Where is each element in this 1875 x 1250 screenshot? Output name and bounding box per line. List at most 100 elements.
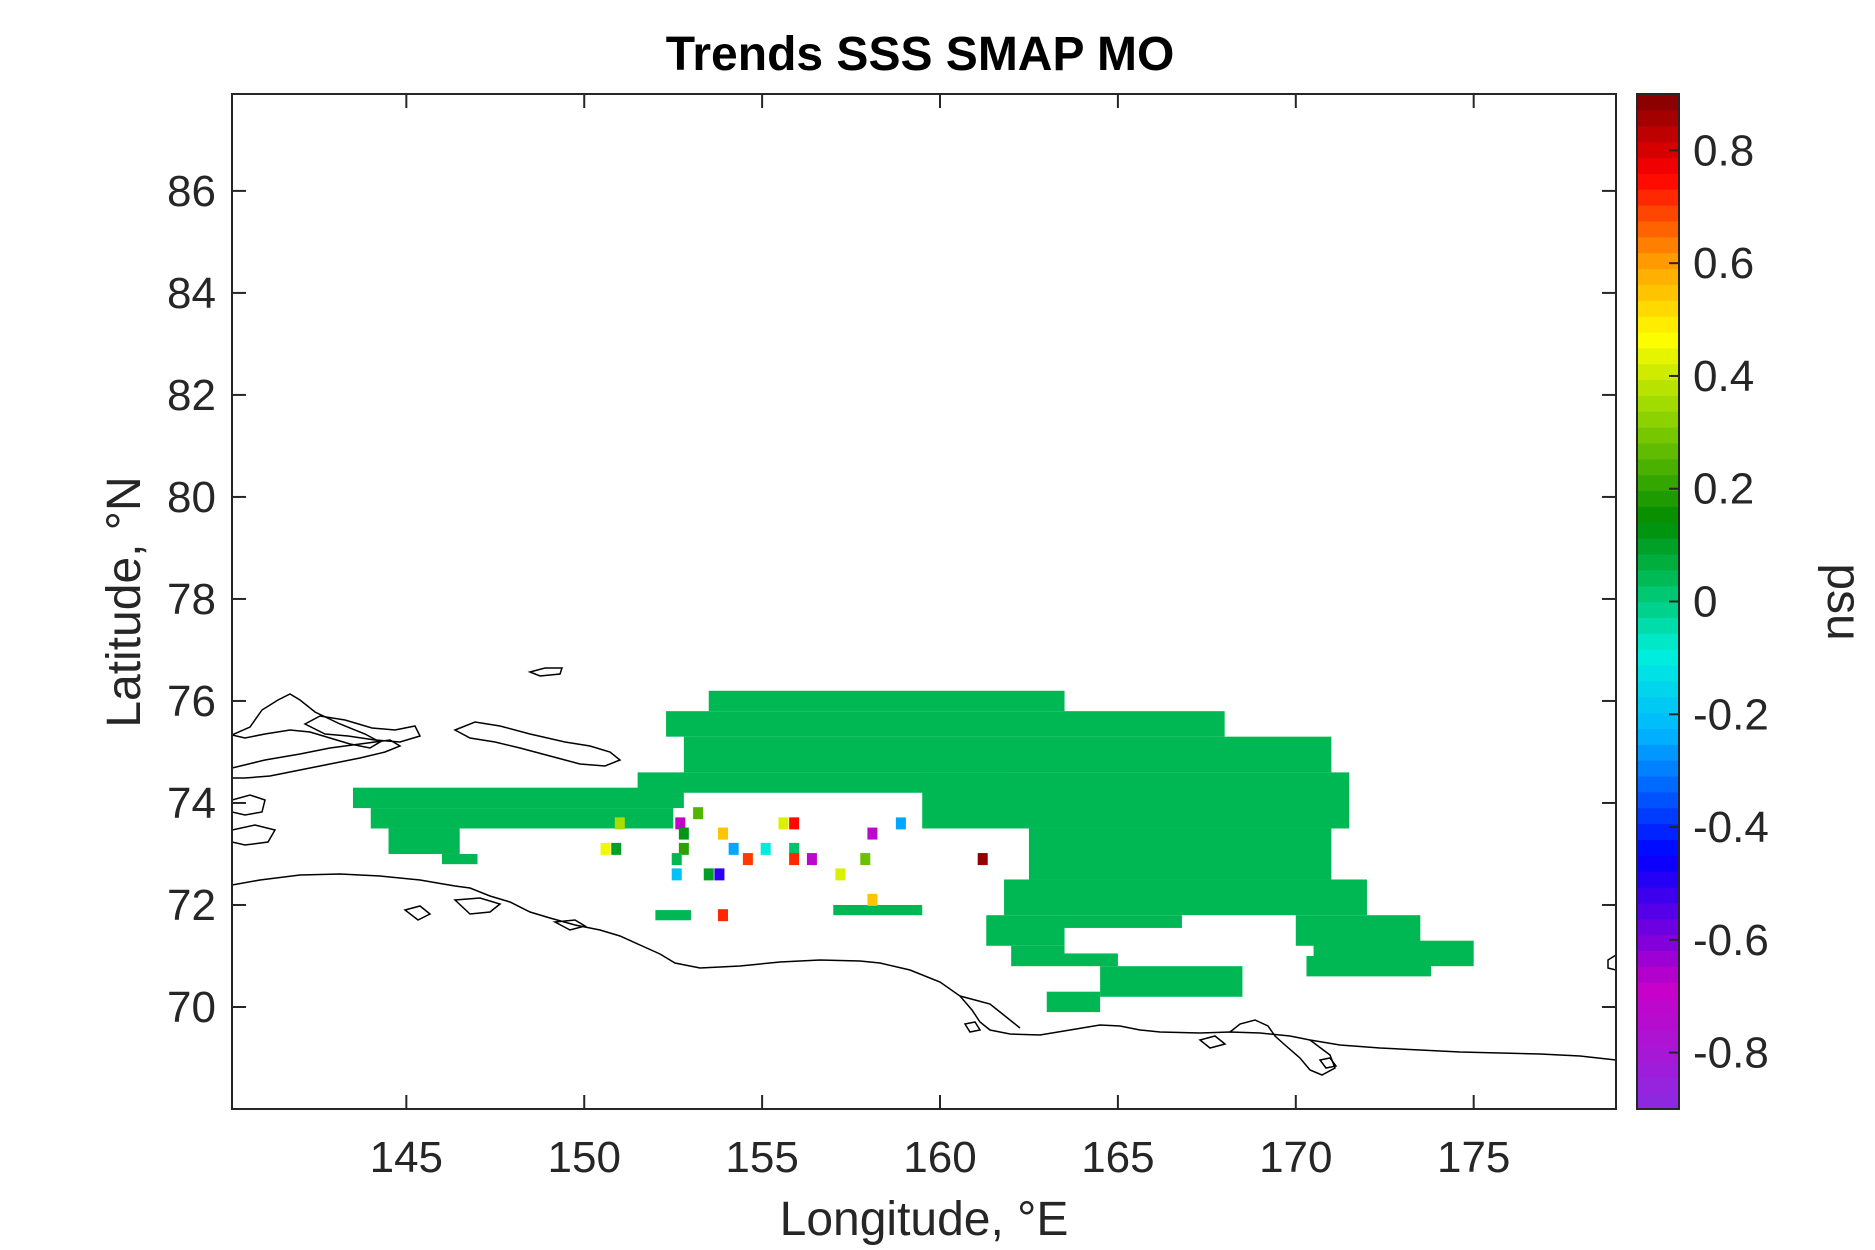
- x-tick-label: 175: [1437, 1133, 1510, 1182]
- island-east-bay-2: [1318, 1057, 1338, 1069]
- colorbar-segment: [1637, 569, 1679, 587]
- map-title: Trends SSS SMAP MO: [666, 28, 1175, 81]
- colorbar-segment: [1637, 300, 1679, 317]
- colorbar-segment: [1637, 411, 1679, 428]
- trend-cell-region: [1100, 966, 1243, 997]
- colorbar-segment: [1637, 268, 1679, 285]
- colorbar-segment: [1637, 997, 1679, 1015]
- island-west-4: [232, 794, 266, 816]
- trend-cell-region: [1306, 955, 1431, 977]
- trend-cell-region: [833, 904, 923, 916]
- colorbar-segment: [1637, 220, 1679, 238]
- colorbar-segment: [1637, 934, 1679, 952]
- colorbar-segment: [1637, 855, 1679, 872]
- trend-cell-region: [683, 736, 1332, 773]
- trend-cell: [789, 817, 800, 830]
- colorbar-segment: [1637, 474, 1679, 492]
- colorbar-segment: [1637, 316, 1679, 333]
- colorbar-segment: [1637, 839, 1679, 856]
- colorbar-tick-label: 0.2: [1693, 465, 1754, 514]
- colorbar-segment: [1637, 871, 1679, 888]
- trend-cell-region: [352, 787, 684, 809]
- y-tick-label: 80: [167, 473, 216, 522]
- colorbar-tick-label: 0.4: [1693, 352, 1754, 401]
- colorbar-segment: [1637, 538, 1679, 555]
- trend-cell: [760, 842, 771, 855]
- colorbar-segment: [1637, 982, 1679, 999]
- trend-cell: [600, 842, 611, 855]
- colorbar-segment: [1637, 427, 1679, 444]
- y-axis-label: Latitude, °N: [98, 476, 151, 727]
- trend-cell-region: [708, 690, 1065, 712]
- colorbar-segment: [1637, 331, 1679, 349]
- colorbar-segment: [1637, 601, 1679, 618]
- trend-cell: [717, 827, 728, 840]
- coastline: [232, 667, 1616, 1076]
- colorbar-segment: [1637, 236, 1679, 254]
- x-axis-ticks: 145 150 155 160 165 170 175: [370, 94, 1510, 1182]
- trend-cell: [714, 868, 725, 881]
- coastline-mainland: [232, 873, 1616, 1061]
- trend-cell: [728, 842, 739, 855]
- colorbar-segment: [1637, 791, 1679, 809]
- colorbar-segment: [1637, 284, 1679, 301]
- trend-cell-region: [1004, 879, 1367, 916]
- colorbar-segment: [1637, 918, 1679, 936]
- colorbar-segment: [1637, 886, 1679, 904]
- colorbar-segment: [1637, 807, 1679, 825]
- colorbar-segment: [1637, 696, 1679, 714]
- island-east-bay-1: [1198, 1035, 1227, 1049]
- colorbar-segment: [1637, 490, 1679, 507]
- trend-cell: [678, 827, 689, 840]
- colorbar-segment: [1637, 347, 1679, 365]
- colorbar-segment: [1637, 1045, 1679, 1063]
- trend-cell: [789, 853, 800, 866]
- x-tick-label: 145: [370, 1133, 443, 1182]
- colorbar-label: psu: [1817, 563, 1870, 640]
- trend-cell: [806, 853, 817, 866]
- island-north: [453, 721, 622, 767]
- trend-cell: [789, 842, 800, 855]
- colorbar: -0.8 -0.6 -0.4 -0.2 0 0.2 0.4 0.6 0.8: [1636, 93, 1769, 1110]
- colorbar-segment: [1637, 173, 1679, 190]
- island-small-1: [527, 667, 564, 677]
- colorbar-segment: [1637, 585, 1679, 603]
- trend-cell: [835, 868, 846, 881]
- y-tick-label: 72: [167, 881, 216, 930]
- colorbar-segment: [1637, 109, 1679, 127]
- colorbar-segment: [1637, 189, 1679, 206]
- trend-cell: [867, 827, 878, 840]
- colorbar-segment: [1637, 141, 1679, 159]
- colorbar-segment: [1637, 1029, 1679, 1047]
- trend-cell: [778, 817, 789, 830]
- trend-cell: [693, 807, 704, 820]
- colorbar-segment: [1637, 125, 1679, 143]
- trend-cell-region: [370, 808, 674, 829]
- coastline-estuary: [959, 995, 1021, 1029]
- x-tick-label: 155: [725, 1133, 798, 1182]
- colorbar-segment: [1637, 252, 1679, 270]
- trend-cell: [614, 817, 625, 830]
- trend-cell-region: [1046, 991, 1101, 1013]
- plot-frame: [231, 93, 1617, 1110]
- coastline-bay: [1229, 1019, 1336, 1076]
- colorbar-segment: [1637, 1061, 1679, 1078]
- trend-cell-region: [666, 711, 1225, 737]
- colorbar-segment: [1637, 1013, 1679, 1031]
- y-tick-label: 84: [167, 269, 216, 318]
- trend-cell-region: [655, 910, 691, 921]
- island-islet-1: [453, 897, 502, 915]
- colorbar-segment: [1637, 633, 1679, 650]
- colorbar-segment: [1637, 966, 1679, 983]
- colorbar-tick-label: 0.8: [1693, 126, 1754, 175]
- trend-cell: [742, 853, 753, 866]
- y-tick-label: 74: [167, 779, 216, 828]
- trend-cell: [678, 842, 689, 855]
- trend-heatmap: [352, 690, 1474, 1013]
- x-tick-label: 160: [903, 1133, 976, 1182]
- trend-cell: [671, 868, 682, 881]
- trend-cell: [867, 893, 878, 906]
- colorbar-segment: [1637, 950, 1679, 967]
